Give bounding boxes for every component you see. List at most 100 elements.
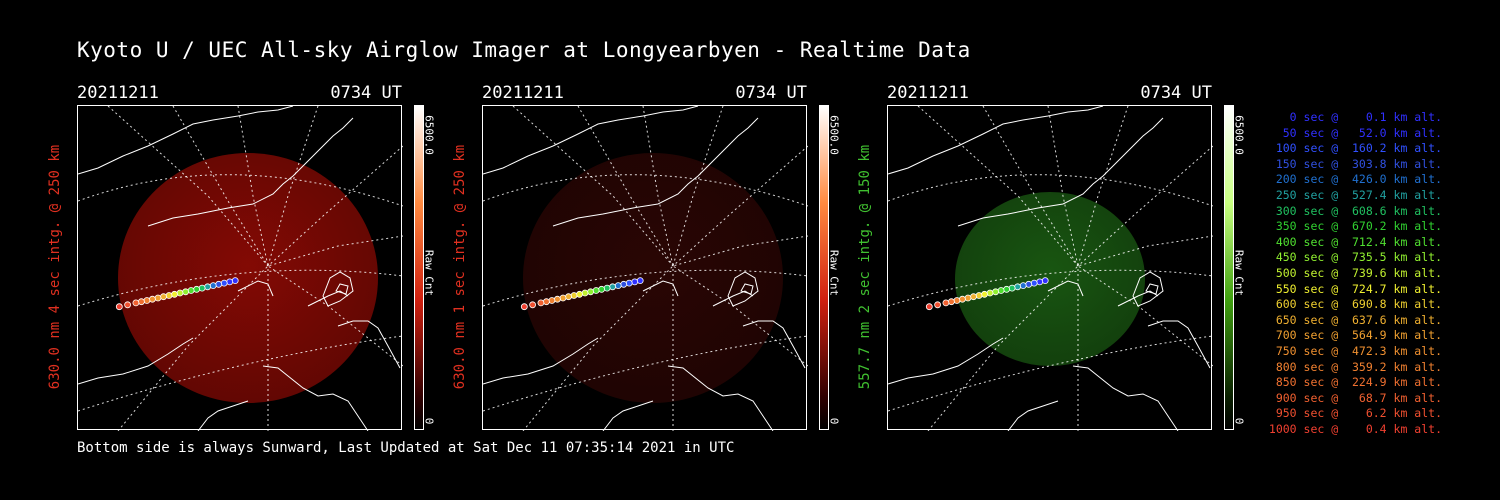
trajectory-point [182,288,189,296]
trajectory-point [1041,277,1049,285]
colorbar-max: 6500.0 [827,115,841,155]
panel-date: 20211211 [77,83,159,103]
airglow-panel-630-1s: 20211211 0734 UT 630.0 nm 1 sec intg. @ … [452,83,852,433]
allsky-map [77,105,403,431]
coastline [78,337,194,385]
trajectory-point [1003,285,1010,293]
trajectory-point [981,290,988,298]
panel-date: 20211211 [482,83,564,103]
allsky-map [482,105,808,431]
trajectory-point [592,287,600,294]
coastline [727,271,759,307]
trajectory-point [138,298,145,306]
trajectory-point [554,295,561,303]
trajectory-legend-item: 1000 sec @ 0.4 km alt. [1268,421,1442,436]
airglow-panel-630-4s: 20211211 0734 UT 630.0 nm 4 sec intg. @ … [47,83,447,433]
trajectory-legend-item: 550 sec @ 724.7 km alt. [1268,281,1442,296]
coastline [78,106,294,175]
grid-line [672,235,808,267]
trajectory-point [997,287,1005,294]
colorbar-max: 6500.0 [1232,115,1246,155]
trajectory-legend-item: 850 sec @ 224.9 km alt. [1268,375,1442,390]
panel-ylabel: 630.0 nm 1 sec intg. @ 250 km [452,144,468,390]
coastline [1047,280,1084,297]
trajectory-legend: 0 sec @ 0.1 km alt. 50 sec @ 52.0 km alt… [1260,110,1442,437]
coastline [1147,320,1211,369]
trajectory-legend-item: 650 sec @ 637.6 km alt. [1268,312,1442,327]
colorbar [819,105,829,430]
trajectory-point [625,279,633,287]
page-title: Kyoto U / UEC All-sky Airglow Imager at … [77,38,971,62]
trajectory-legend-item: 200 sec @ 426.0 km alt. [1268,172,1442,187]
grid-line [672,106,724,267]
trajectory-point [959,295,966,303]
trajectory-legend-item: 400 sec @ 712.4 km alt. [1268,234,1442,249]
coastline [1072,365,1179,431]
grid-line [237,106,269,267]
grid-line [522,265,674,431]
colorbar [414,105,424,430]
trajectory-point [143,297,151,304]
trajectory-point [986,289,994,297]
grid-line [512,106,674,267]
coastline [888,106,1104,175]
coastline [642,280,679,297]
airglow-panel-557-2s: 20211211 0734 UT 557.7 nm 2 sec intg. @ … [857,83,1257,433]
trajectory-legend-item: 800 sec @ 359.2 km alt. [1268,359,1442,374]
coastline [1007,400,1059,431]
trajectory-point [603,284,611,292]
trajectory-legend-item: 150 sec @ 303.8 km alt. [1268,156,1442,171]
coastline [667,365,774,431]
grid-line [917,106,1079,267]
trajectory-point [1014,283,1022,291]
trajectory-legend-item: 500 sec @ 739.6 km alt. [1268,265,1442,280]
colorbar-unit: Raw Cnt [1232,249,1246,297]
colorbar-min: 0 [827,417,841,425]
coastline [197,400,249,431]
trajectory-point [975,292,983,299]
trajectory-point [193,285,200,293]
trajectory-point [934,301,941,309]
coastline [335,283,349,295]
grid-line [1077,106,1129,267]
map-svg [888,106,1213,431]
airglow-disc [523,153,783,403]
allsky-map [887,105,1213,431]
trajectory-point [942,299,950,307]
trajectory-legend-item: 350 sec @ 670.2 km alt. [1268,219,1442,234]
trajectory-point [529,301,536,309]
colorbar-min: 0 [1232,417,1246,425]
trajectory-point [115,303,123,311]
trajectory-point [631,278,639,286]
trajectory-point [598,285,605,293]
trajectory-point [948,298,955,306]
colorbar-unit: Raw Cnt [827,249,841,297]
trajectory-point [953,297,961,304]
grid-line [78,174,403,207]
grid-line [78,269,403,307]
grid-line [1077,145,1213,267]
trajectory-point [226,278,234,286]
coastline [957,117,1164,227]
trajectory-point [1036,278,1044,286]
trajectory-point [149,295,156,303]
map-svg [78,106,403,431]
trajectory-legend-item: 900 sec @ 68.7 km alt. [1268,390,1442,405]
panel-time: 0734 UT [735,83,807,103]
coastline [322,271,354,307]
grid-line [982,106,1079,267]
grid-line [117,265,269,431]
trajectory-point [565,293,572,301]
trajectory-point [160,293,167,301]
trajectory-point [1030,279,1038,287]
trajectory-point [543,298,550,306]
grid-line [927,265,1079,431]
grid-line [483,335,808,412]
grid-line [642,106,674,267]
trajectory-legend-item: 750 sec @ 472.3 km alt. [1268,343,1442,358]
panel-time: 0734 UT [330,83,402,103]
coastline [552,117,759,227]
coastline [147,117,354,227]
coastline [740,283,754,295]
coastline [602,400,654,431]
